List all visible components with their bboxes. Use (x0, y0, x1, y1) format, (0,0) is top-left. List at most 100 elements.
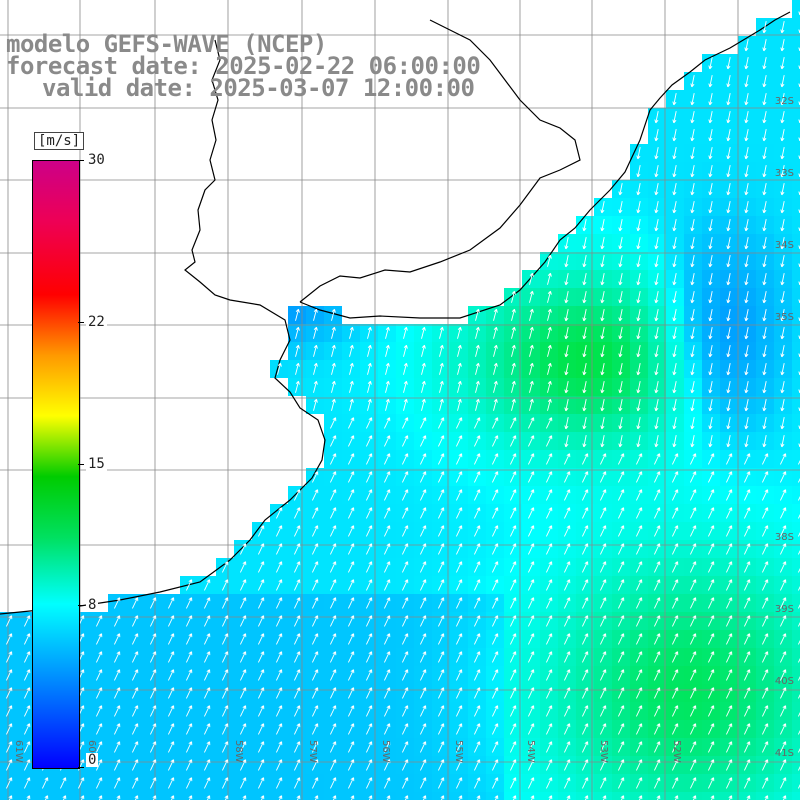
wind-arrow (347, 705, 355, 717)
wind-arrow (761, 561, 769, 573)
wind-arrow (437, 561, 445, 573)
wind-arrow (671, 777, 679, 789)
wind-arrow (419, 471, 427, 483)
wind-arrow (726, 381, 731, 394)
wind-arrow (636, 147, 641, 160)
wind-arrow (167, 723, 175, 735)
wind-arrow (617, 543, 625, 555)
wind-arrow (779, 705, 787, 717)
wind-speed-cell (792, 396, 800, 414)
wind-arrow (329, 741, 337, 753)
wind-arrow (113, 705, 121, 717)
wind-arrow (707, 597, 715, 609)
wind-arrow (762, 57, 767, 70)
wind-arrow (744, 399, 749, 412)
wind-arrow (527, 777, 535, 789)
wind-speed-cell (792, 72, 800, 90)
wind-arrow (383, 651, 391, 663)
wind-arrow (529, 290, 534, 303)
wind-arrow (599, 507, 607, 519)
wind-arrow (726, 147, 731, 160)
wind-arrow (581, 507, 589, 519)
wind-arrow (779, 723, 787, 735)
wind-arrow (313, 380, 318, 393)
wind-arrow (635, 561, 643, 573)
wind-speed-cell (468, 792, 486, 800)
wind-arrow (581, 579, 589, 591)
wind-arrow (582, 399, 587, 412)
wind-arrow (365, 525, 373, 537)
wind-arrow (275, 579, 283, 591)
wind-arrow (365, 543, 373, 555)
wind-arrow (221, 633, 229, 645)
wind-arrow (599, 543, 607, 555)
wind-arrow (347, 723, 355, 735)
wind-arrow (654, 219, 659, 232)
wind-arrow (654, 327, 659, 340)
wind-arrow (491, 597, 499, 609)
wind-arrow (455, 471, 463, 483)
wind-arrow (653, 543, 661, 555)
wind-arrow (545, 633, 553, 645)
wind-arrow (599, 669, 607, 681)
wind-arrow (743, 561, 751, 573)
wind-arrow (473, 435, 481, 447)
wind-speed-cell (792, 162, 800, 180)
wind-speed-cell (630, 792, 648, 800)
wind-arrow (654, 129, 659, 142)
wind-arrow (475, 362, 480, 375)
wind-arrow (491, 651, 499, 663)
wind-arrow (437, 651, 445, 663)
wind-arrow (62, 795, 67, 800)
wind-arrow (347, 669, 355, 681)
wind-arrow (347, 543, 355, 555)
wind-arrow (599, 633, 607, 645)
wind-arrow (365, 741, 373, 753)
wind-arrow (329, 723, 337, 735)
longitude-label: 58W (233, 740, 244, 763)
wind-arrow (671, 669, 679, 681)
wind-arrow (599, 741, 607, 753)
wind-arrow (347, 561, 355, 573)
wind-arrow (383, 579, 391, 591)
wind-arrow (455, 435, 463, 447)
wind-arrow (167, 777, 175, 789)
wind-arrow (547, 398, 552, 411)
wind-speed-cell (288, 792, 306, 800)
wind-arrow (293, 633, 301, 645)
wind-arrow (385, 344, 390, 357)
wind-arrow (672, 201, 677, 214)
wind-arrow (708, 327, 713, 340)
wind-arrow (744, 219, 749, 232)
wind-arrow (707, 489, 715, 501)
wind-speed-cell (792, 378, 800, 396)
wind-arrow (293, 723, 301, 735)
wind-arrow (689, 651, 697, 663)
wind-arrow (779, 777, 787, 789)
wind-arrow (762, 75, 767, 88)
wind-arrow (744, 39, 749, 52)
wind-arrow (690, 327, 695, 340)
longitude-label: 52W (671, 740, 682, 763)
wind-arrow (311, 615, 319, 627)
wind-arrow (383, 417, 391, 429)
wind-arrow (473, 741, 481, 753)
wind-arrow (545, 489, 553, 501)
wind-arrow (203, 687, 211, 699)
wind-arrow (116, 795, 121, 800)
wind-arrow (636, 291, 641, 304)
wind-arrow (221, 741, 229, 753)
wind-arrow (185, 741, 193, 753)
wind-arrow (707, 651, 715, 663)
wind-arrow (167, 651, 175, 663)
wind-arrow (257, 687, 265, 699)
wind-arrow (385, 362, 390, 375)
wind-arrow (493, 344, 498, 357)
wind-arrow (473, 543, 481, 555)
wind-arrow (671, 759, 679, 771)
wind-arrow (311, 741, 319, 753)
wind-arrow (203, 741, 211, 753)
wind-arrow (636, 327, 641, 340)
wind-arrow (671, 579, 679, 591)
wind-arrow (564, 327, 569, 340)
